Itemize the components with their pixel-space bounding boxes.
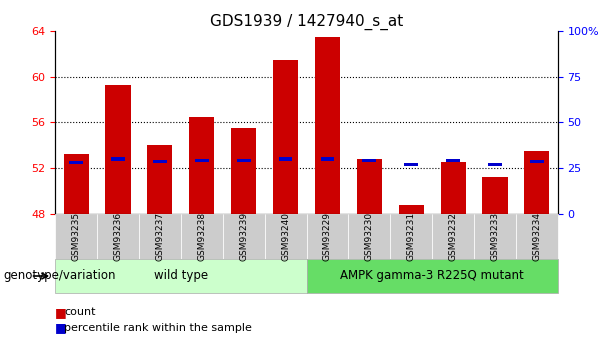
Text: count: count [64, 307, 96, 317]
Bar [315, 37, 340, 214]
Bar [153, 160, 167, 163]
Bar [237, 159, 251, 162]
Bar [530, 160, 544, 163]
Text: genotype/variation: genotype/variation [3, 269, 116, 283]
Text: GSM93234: GSM93234 [532, 212, 541, 261]
Text: GSM93231: GSM93231 [406, 212, 416, 261]
Title: GDS1939 / 1427940_s_at: GDS1939 / 1427940_s_at [210, 13, 403, 30]
Bar [321, 157, 334, 161]
Bar [69, 161, 83, 164]
Bar [279, 157, 292, 161]
Text: GSM93232: GSM93232 [449, 212, 458, 261]
Bar [362, 159, 376, 162]
Bar [488, 163, 502, 166]
Text: percentile rank within the sample: percentile rank within the sample [64, 323, 252, 333]
Text: GSM93236: GSM93236 [113, 212, 123, 261]
Bar [147, 145, 172, 214]
Bar [189, 117, 215, 214]
Text: GSM93235: GSM93235 [72, 212, 81, 261]
Text: GSM93240: GSM93240 [281, 212, 290, 261]
Bar [482, 177, 508, 214]
Bar [357, 159, 382, 214]
Text: wild type: wild type [154, 269, 208, 283]
Bar [273, 60, 298, 214]
Text: GSM93239: GSM93239 [239, 212, 248, 261]
Bar [446, 159, 460, 162]
Text: GSM93238: GSM93238 [197, 212, 207, 261]
Bar [105, 85, 131, 214]
Bar [195, 159, 208, 162]
Bar [441, 162, 466, 214]
Bar [231, 128, 256, 214]
Text: GSM93237: GSM93237 [155, 212, 164, 261]
Bar [64, 155, 89, 214]
Text: ■: ■ [55, 306, 67, 319]
Text: GSM93230: GSM93230 [365, 212, 374, 261]
Text: GSM93229: GSM93229 [323, 212, 332, 261]
Text: AMPK gamma-3 R225Q mutant: AMPK gamma-3 R225Q mutant [340, 269, 524, 283]
Text: GSM93233: GSM93233 [490, 212, 500, 261]
Text: ■: ■ [55, 321, 67, 334]
Bar [398, 205, 424, 214]
Bar [524, 151, 549, 214]
Bar [405, 163, 418, 166]
Bar [111, 157, 125, 161]
